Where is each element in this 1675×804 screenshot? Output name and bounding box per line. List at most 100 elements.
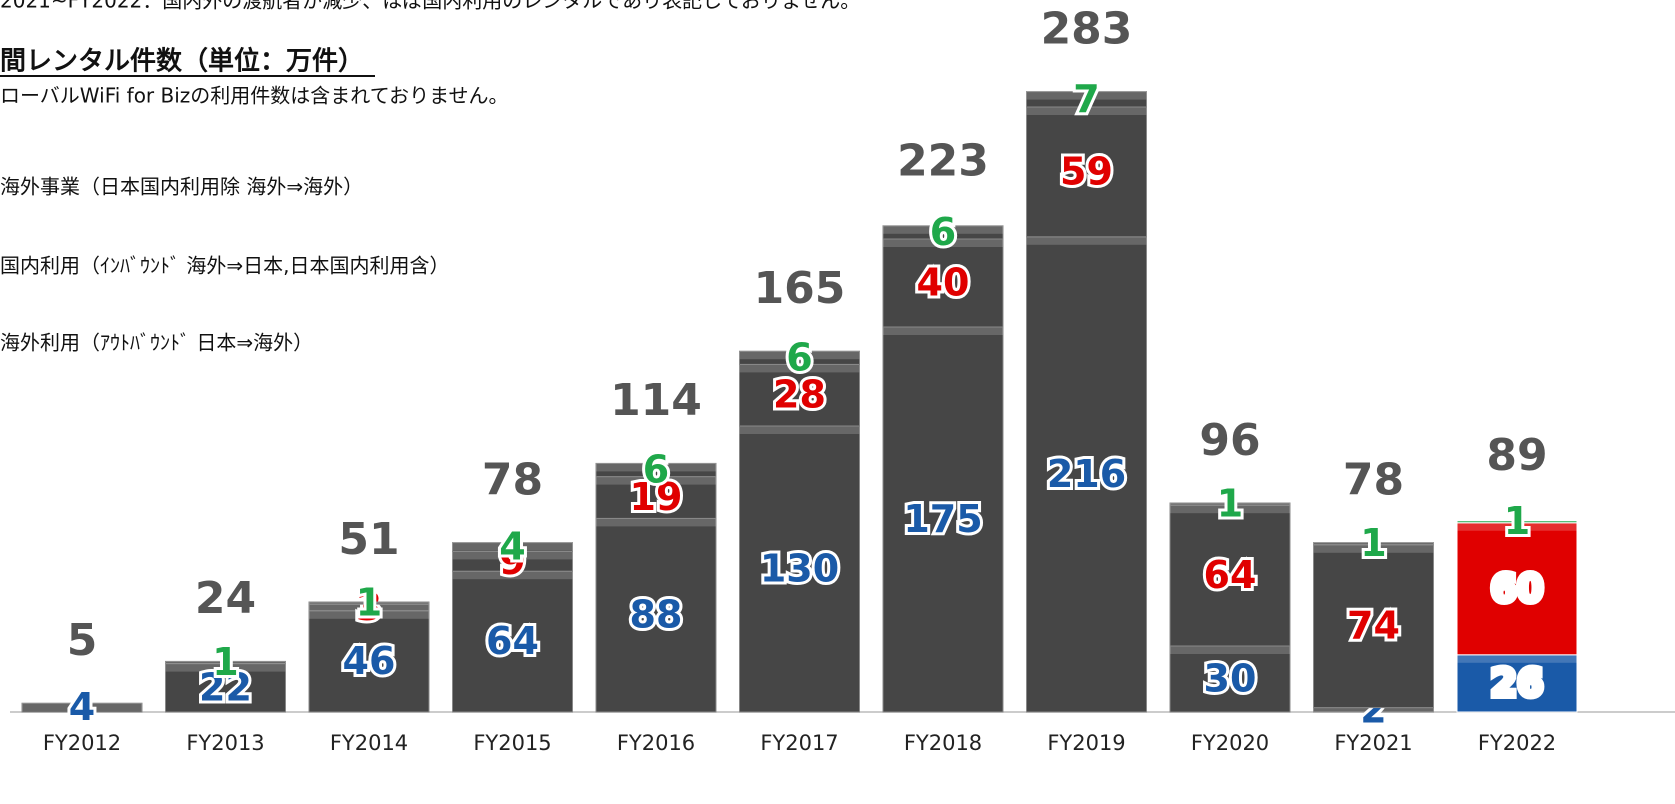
segment-label: 3	[356, 585, 382, 629]
bar-shine	[1170, 503, 1290, 506]
bar-shine	[1026, 236, 1147, 245]
bar-shine	[739, 351, 860, 360]
bar-shine	[1313, 542, 1434, 545]
bar-segment	[452, 570, 573, 713]
segment-label: 28	[773, 373, 826, 417]
bar-shine	[883, 327, 1003, 335]
total-label: 223	[897, 135, 989, 186]
legend-label: 海外利用（ｱｳﾄﾊﾞｳﾝﾄﾞ 日本⇒海外）	[0, 331, 313, 355]
bar-shine	[596, 463, 716, 472]
segment-label: 1	[1360, 521, 1386, 565]
segment-label: 1	[212, 640, 238, 684]
bar-shine	[452, 551, 573, 560]
x-tick-label: FY2017	[760, 731, 838, 755]
bar-segment	[1456, 520, 1578, 524]
bar-segment	[165, 660, 286, 665]
segment-label: 88	[630, 593, 683, 637]
bar-segment	[1456, 522, 1578, 656]
bar-segment	[595, 476, 717, 519]
bar-shine	[596, 518, 716, 527]
total-label: 78	[1343, 454, 1404, 505]
bar-shine	[739, 364, 860, 373]
segment-label: 60	[1491, 566, 1544, 610]
bar-shine	[1170, 505, 1290, 514]
bar-segment	[165, 663, 286, 713]
bar-segment	[882, 225, 1004, 240]
x-tick-label: FY2013	[186, 731, 264, 755]
top-note: 2021~FY2022：国内外の渡航者が減少、ほぼ国内利用のレンタルであり表記し…	[0, 0, 860, 13]
segment-label: 1	[356, 581, 382, 625]
bar-shine	[309, 610, 429, 619]
segment-label: 30	[1204, 657, 1257, 701]
bar-shine	[452, 571, 573, 580]
bar-segment	[1026, 91, 1147, 108]
chart-title: 間レンタル件数（単位：万件）	[0, 46, 364, 77]
segment-label: 26	[1491, 661, 1544, 705]
legend-label: 国内利用（ｲﾝﾊﾞｳﾝﾄﾞ 海外⇒日本,日本国内利用含）	[0, 254, 449, 278]
segment-label: 4	[69, 685, 95, 729]
legend-label: 海外事業（日本国内利用除 海外⇒海外）	[0, 175, 363, 199]
bar-shine	[22, 703, 142, 712]
bar-segment	[595, 462, 717, 478]
total-label: 5	[67, 615, 98, 666]
segment-label: 40	[917, 261, 970, 305]
bar-segment	[308, 601, 430, 605]
x-tick-label: FY2018	[904, 731, 982, 755]
segment-label: 6	[786, 335, 812, 379]
bar-segment	[308, 610, 430, 713]
bar-segment	[882, 238, 1004, 328]
x-tick-label: FY2014	[330, 731, 408, 755]
bar-segment	[882, 326, 1004, 713]
total-label: 283	[1041, 3, 1133, 54]
bar-segment	[739, 363, 860, 427]
bar-segment	[1026, 106, 1147, 238]
segment-label: 74	[1347, 604, 1400, 648]
bar-segment	[1169, 645, 1291, 713]
total-label: 165	[754, 263, 846, 314]
bar-shine	[1457, 522, 1577, 531]
bar-shine	[883, 225, 1003, 234]
segment-label: 6	[643, 448, 669, 492]
bar-shine	[452, 542, 573, 551]
total-label: 89	[1486, 430, 1547, 481]
x-tick-label: FY2016	[617, 731, 695, 755]
bar-segment	[739, 425, 860, 713]
subtitle: ローバルWiFi for Bizの利用件数は含まれておりません。	[0, 84, 509, 108]
segment-label: 6	[930, 210, 956, 254]
bar-shine	[1026, 91, 1147, 100]
bar-segment	[1313, 544, 1434, 709]
x-tick-label: FY2012	[43, 731, 121, 755]
segment-label: 7	[1073, 77, 1099, 121]
bar-shine	[739, 426, 860, 434]
total-label: 114	[610, 375, 702, 426]
segment-label: 216	[1047, 452, 1126, 496]
segment-label: 175	[903, 497, 982, 541]
segment-label: 64	[1204, 553, 1257, 597]
bar-shine	[309, 604, 429, 611]
bar-segment	[1313, 542, 1434, 546]
segment-label: 19	[630, 475, 683, 519]
bar-shine	[165, 663, 286, 672]
bar-shine	[165, 661, 286, 664]
bar-shine	[1457, 520, 1577, 523]
bar-segment	[1169, 504, 1291, 647]
bar-segment	[1456, 654, 1578, 713]
total-label: 24	[195, 573, 256, 624]
segment-label: 130	[760, 547, 839, 591]
x-tick-label: FY2015	[473, 731, 551, 755]
total-label: 51	[338, 514, 399, 565]
bar-segment	[21, 702, 143, 713]
bar-segment	[739, 350, 860, 365]
bar-segment	[452, 542, 573, 552]
bar-segment	[1026, 236, 1147, 713]
segment-label: 1	[1504, 499, 1530, 543]
segment-label: 46	[343, 639, 396, 683]
segment-label: 59	[1060, 149, 1113, 193]
bar-shine	[1170, 646, 1290, 654]
bar-shine	[1313, 544, 1434, 553]
bar-shine	[309, 602, 429, 605]
segment-label: 1	[1217, 482, 1243, 526]
x-tick-label: FY2021	[1334, 731, 1412, 755]
x-tick-label: FY2019	[1047, 731, 1125, 755]
